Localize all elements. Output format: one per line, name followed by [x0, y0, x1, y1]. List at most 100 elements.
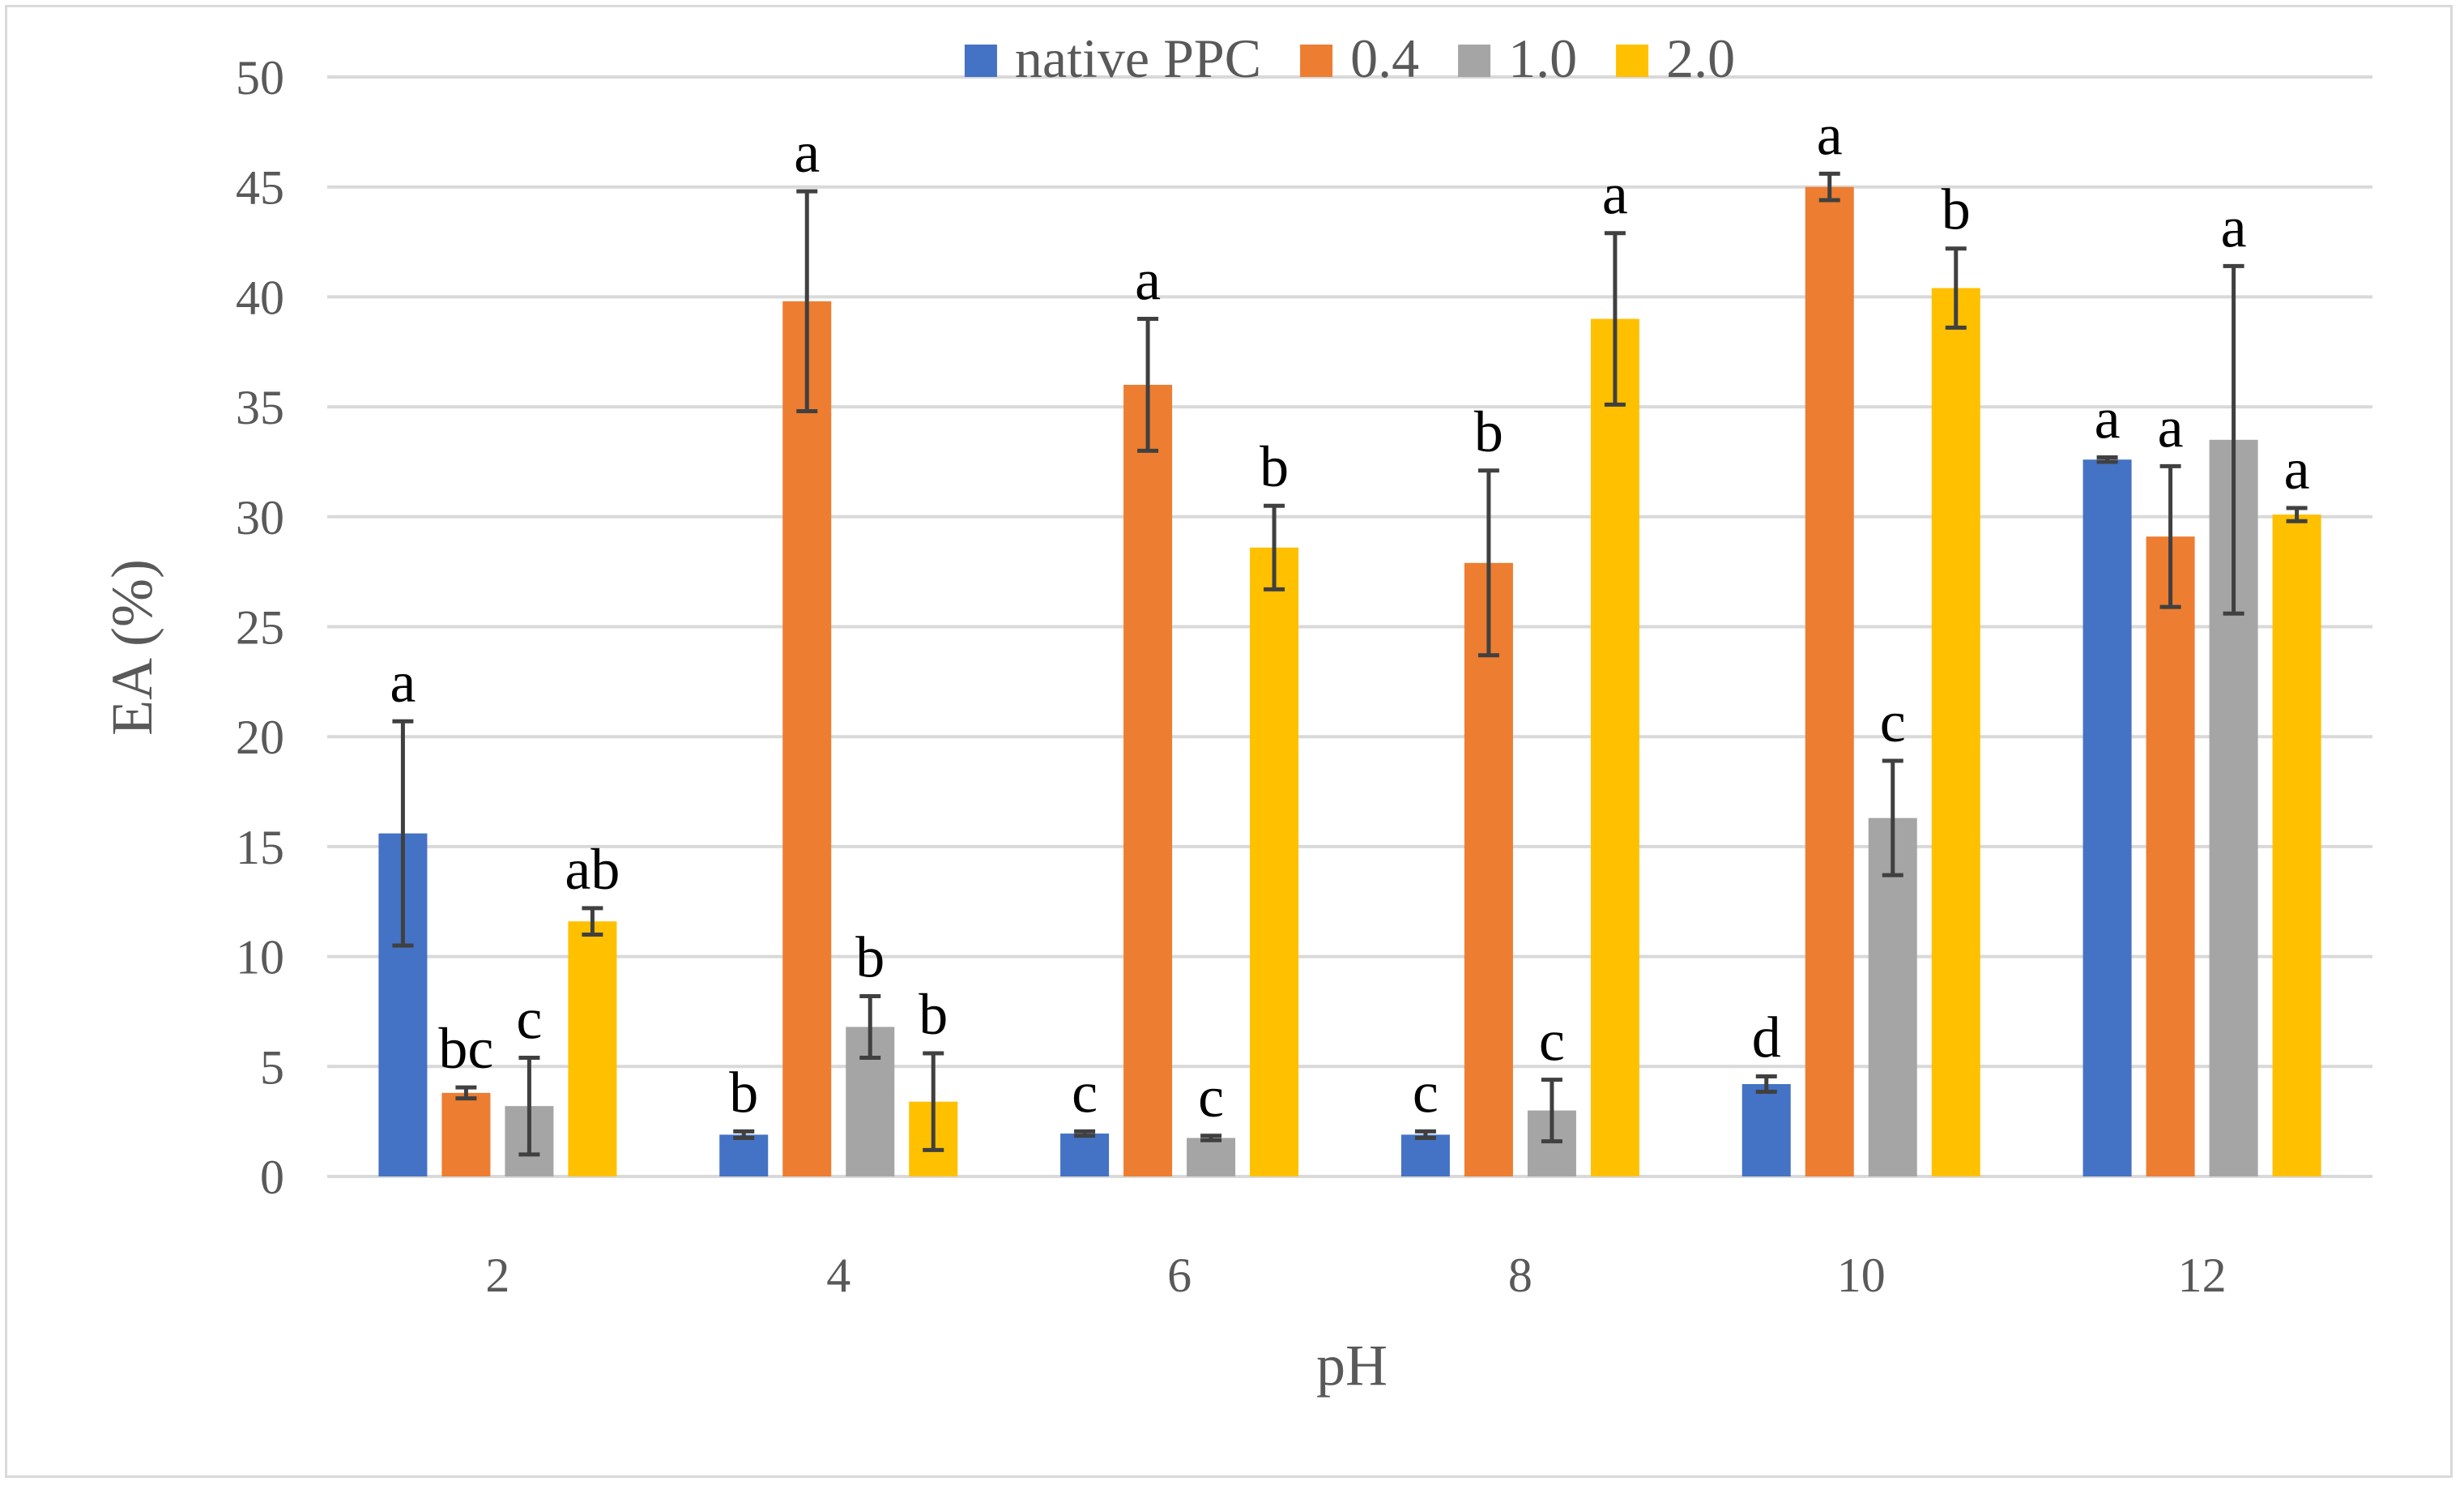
- legend-label-0-4: 0.4: [1350, 28, 1419, 89]
- y-tick-label-50: 50: [236, 51, 284, 105]
- legend-swatch-2-0: [1616, 45, 1649, 77]
- sig-label-1-0-ph-8: c: [1539, 1009, 1565, 1074]
- error-bar-2-0-ph-12: [2286, 506, 2308, 523]
- sig-label-native-ppc-ph-12: a: [2095, 386, 2121, 451]
- y-tick-label-45: 45: [236, 161, 284, 215]
- sig-label-native-ppc-ph-4: b: [729, 1060, 758, 1125]
- sig-label-2-0-ph-4: b: [919, 982, 948, 1047]
- bar-1-0-ph-6: [1187, 1138, 1236, 1176]
- legend-label-2-0: 2.0: [1666, 28, 1735, 89]
- sig-label-2-0-ph-8: a: [1602, 162, 1628, 227]
- error-bar-1-0-ph-12: [2223, 263, 2244, 616]
- y-tick-label-35: 35: [236, 381, 284, 434]
- x-tick-label-12: 12: [2178, 1249, 2227, 1302]
- error-bar-2-0-ph-6: [1264, 503, 1285, 591]
- sig-label-1-0-ph-6: c: [1198, 1065, 1224, 1129]
- error-bar-0-4-ph-6: [1137, 317, 1159, 453]
- error-bar-native-ppc-ph-8: [1414, 1129, 1436, 1141]
- bar-2-0-ph-10: [1931, 288, 1980, 1177]
- x-tick-label-4: 4: [826, 1249, 850, 1302]
- bar-0-4-ph-4: [782, 301, 832, 1176]
- error-bar-native-ppc-ph-2: [392, 719, 414, 948]
- y-tick-label-0: 0: [260, 1151, 284, 1204]
- x-tick-label-6: 6: [1167, 1249, 1192, 1302]
- y-tick-label-15: 15: [236, 821, 284, 874]
- bar-0-4-ph-12: [2146, 536, 2195, 1176]
- bar-2-0-ph-6: [1250, 547, 1299, 1176]
- sig-label-native-ppc-ph-6: c: [1072, 1060, 1098, 1125]
- sig-label-0-4-ph-10: a: [1817, 102, 1843, 167]
- error-bar-native-ppc-ph-4: [733, 1129, 755, 1141]
- sig-label-native-ppc-ph-10: d: [1752, 1005, 1781, 1070]
- sig-label-0-4-ph-4: a: [794, 120, 820, 185]
- y-tick-labels: 0 5 10 15 20 25 30 35 40 45 50: [236, 51, 284, 1204]
- error-bar-1-0-ph-8: [1541, 1078, 1562, 1144]
- x-tick-label-8: 8: [1508, 1249, 1533, 1302]
- error-bar-2-0-ph-8: [1604, 231, 1626, 407]
- error-bar-0-4-ph-8: [1477, 468, 1499, 658]
- sig-label-0-4-ph-8: b: [1474, 399, 1503, 464]
- y-tick-label-20: 20: [236, 711, 284, 764]
- sig-label-2-0-ph-12: a: [2284, 437, 2310, 502]
- legend: native PPC 0.4 1.0 2.0: [964, 28, 1735, 89]
- error-bar-native-ppc-ph-10: [1755, 1074, 1777, 1095]
- error-bar-1-0-ph-2: [518, 1055, 540, 1157]
- sig-label-1-0-ph-2: c: [516, 986, 542, 1051]
- legend-item-2-0: 2.0: [1616, 28, 1735, 89]
- chart-frame: 0 5 10 15 20 25 30 35 40 45 50 a b c c d a bc a a b a a c b c c c a…: [5, 5, 2453, 1478]
- y-axis-title: EA (%): [100, 559, 164, 736]
- error-bar-2-0-ph-4: [923, 1051, 944, 1152]
- sig-label-0-4-ph-2: bc: [438, 1016, 493, 1081]
- bar-native-ppc-ph-12: [2082, 459, 2132, 1176]
- error-bar-1-0-ph-4: [859, 993, 881, 1060]
- error-bar-2-0-ph-10: [1945, 246, 1967, 330]
- legend-item-native-ppc: native PPC: [964, 28, 1261, 89]
- y-tick-label-25: 25: [236, 601, 284, 655]
- error-bar-0-4-ph-12: [2159, 463, 2181, 609]
- bar-0-4-ph-2: [441, 1092, 491, 1176]
- legend-swatch-1-0: [1458, 45, 1491, 77]
- bar-0-4-ph-10: [1805, 186, 1854, 1177]
- sig-label-0-4-ph-12: a: [2158, 395, 2184, 459]
- error-bar-native-ppc-ph-12: [2096, 455, 2118, 464]
- y-tick-label-30: 30: [236, 491, 284, 544]
- error-bar-0-4-ph-2: [455, 1085, 477, 1101]
- bar-0-4-ph-8: [1464, 562, 1513, 1176]
- error-bar-0-4-ph-4: [796, 189, 818, 414]
- y-tick-label-5: 5: [260, 1040, 284, 1094]
- bar-2-0-ph-2: [568, 921, 617, 1176]
- sig-label-1-0-ph-12: a: [2221, 194, 2247, 259]
- error-bar-2-0-ph-2: [582, 906, 603, 937]
- error-bar-layer: [392, 171, 2308, 1157]
- sig-label-2-0-ph-2: ab: [565, 837, 620, 902]
- x-tick-label-10: 10: [1837, 1249, 1886, 1302]
- bar-2-0-ph-12: [2272, 514, 2321, 1176]
- y-tick-label-10: 10: [236, 931, 284, 984]
- legend-swatch-0-4: [1300, 45, 1333, 77]
- y-tick-label-40: 40: [236, 271, 284, 324]
- bar-native-ppc-ph-10: [1741, 1084, 1791, 1176]
- sig-label-1-0-ph-10: c: [1880, 689, 1906, 754]
- legend-item-1-0: 1.0: [1458, 28, 1577, 89]
- legend-label-1-0: 1.0: [1508, 28, 1577, 89]
- legend-label-native-ppc: native PPC: [1015, 28, 1261, 89]
- error-bar-1-0-ph-6: [1200, 1134, 1222, 1142]
- x-tick-labels: 2 4 6 8 10 12: [485, 1249, 2226, 1302]
- sig-label-2-0-ph-6: b: [1260, 434, 1289, 499]
- sig-label-native-ppc-ph-2: a: [390, 650, 416, 715]
- x-tick-label-2: 2: [485, 1249, 509, 1302]
- legend-item-0-4: 0.4: [1300, 28, 1419, 89]
- sig-label-0-4-ph-6: a: [1135, 248, 1161, 313]
- legend-swatch-native-ppc: [964, 45, 997, 77]
- sig-label-1-0-ph-4: b: [855, 924, 885, 989]
- x-axis-title: pH: [1316, 1333, 1388, 1398]
- bar-native-ppc-ph-8: [1400, 1134, 1450, 1176]
- bar-native-ppc-ph-6: [1060, 1134, 1110, 1176]
- bar-layer: [378, 186, 2321, 1177]
- grid-layer: [327, 75, 2372, 1178]
- bar-2-0-ph-8: [1590, 318, 1639, 1176]
- error-bar-0-4-ph-10: [1818, 171, 1840, 203]
- bar-1-0-ph-10: [1868, 818, 1917, 1176]
